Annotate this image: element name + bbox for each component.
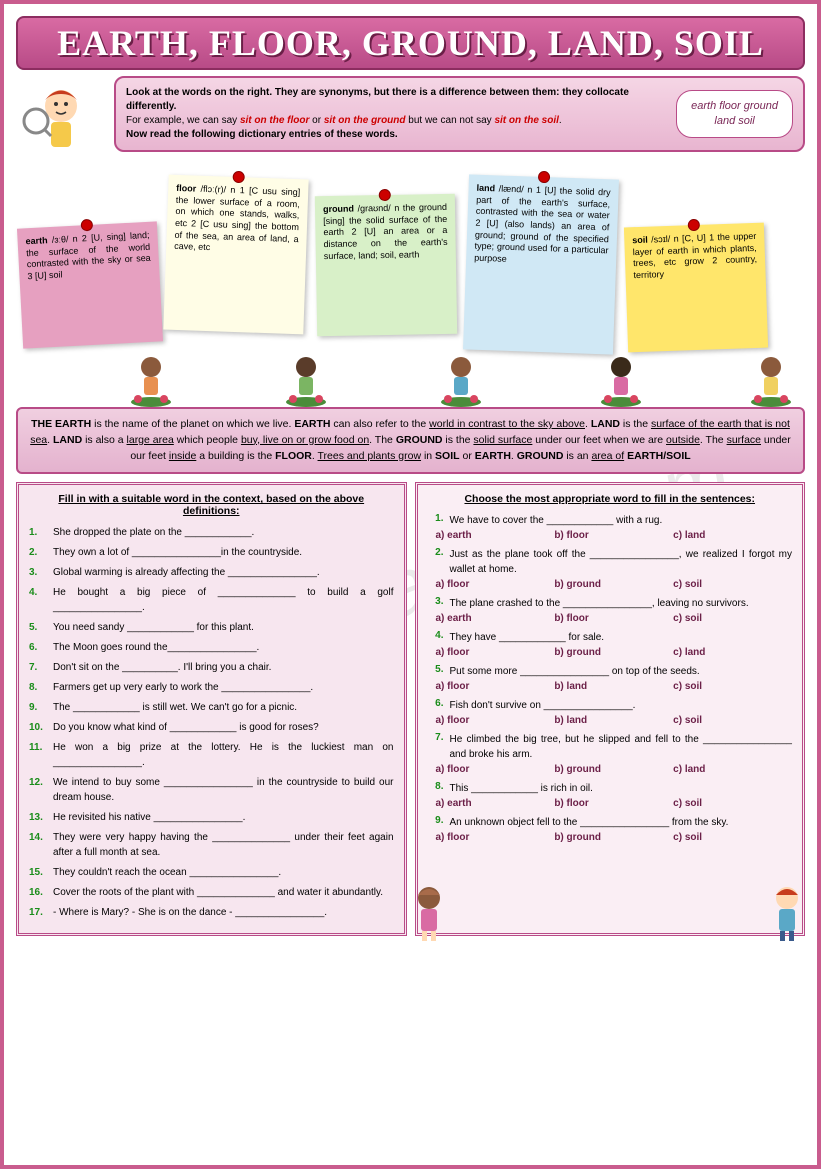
sticky-ground: ground /graʊnd/ n the ground [sing] the … bbox=[315, 194, 457, 336]
ex1-item: 9.The ____________ is still wet. We can'… bbox=[29, 700, 394, 715]
sticky-floor: floor /flɔː(r)/ n 1 [C usu sing] the low… bbox=[163, 175, 308, 335]
ex1-item: 4.He bought a big piece of _____________… bbox=[29, 585, 394, 615]
ex1-item: 10.Do you know what kind of ____________… bbox=[29, 720, 394, 735]
sticky-land: land /lænd/ n 1 [U] the solid dry part o… bbox=[463, 174, 619, 354]
ex1-item: 6.The Moon goes round the_______________… bbox=[29, 640, 394, 655]
intro-l2a: For example, we can say bbox=[126, 115, 240, 126]
kid-icon bbox=[281, 352, 331, 407]
intro-ex2: sit on the ground bbox=[324, 115, 406, 126]
kid-icon bbox=[762, 883, 812, 943]
def-ground: ground /graʊnd/ n the ground [sing] the … bbox=[323, 202, 448, 261]
ex2-item: 5.Put some more ________________ on top … bbox=[428, 664, 793, 692]
word-bubble: earth floor ground land soil bbox=[676, 90, 793, 139]
ex2-item: 2.Just as the plane took off the _______… bbox=[428, 547, 793, 590]
ex2-item: 3.The plane crashed to the _____________… bbox=[428, 596, 793, 624]
intro-ex3: sit on the soil bbox=[494, 115, 558, 126]
ex1-item: 16.Cover the roots of the plant with ___… bbox=[29, 885, 394, 900]
ex1-item: 1.She dropped the plate on the _________… bbox=[29, 525, 394, 540]
intro-box: Look at the words on the right. They are… bbox=[114, 76, 805, 152]
ex1-item: 15.They couldn't reach the ocean _______… bbox=[29, 865, 394, 880]
kid-icon bbox=[126, 352, 176, 407]
ex2-item: 1.We have to cover the ____________ with… bbox=[428, 513, 793, 541]
ex1-item: 3.Global warming is already affecting th… bbox=[29, 565, 394, 580]
def-earth: earth /ɜːθ/ n 2 [U, sing] land; the surf… bbox=[25, 230, 151, 281]
ex2-item: 8.This ____________ is rich in oil.a) ea… bbox=[428, 781, 793, 809]
sticky-notes-area: earth /ɜːθ/ n 2 [U, sing] land; the surf… bbox=[16, 165, 805, 405]
intro-line1: Look at the words on the right. They are… bbox=[126, 87, 629, 112]
ex1-item: 14.They were very happy having the _____… bbox=[29, 830, 394, 860]
ex1-item: 8.Farmers get up very early to work the … bbox=[29, 680, 394, 695]
ex1-item: 11.He won a big prize at the lottery. He… bbox=[29, 740, 394, 770]
intro-l2c: but we can not say bbox=[406, 115, 495, 126]
exercise-1: Fill in with a suitable word in the cont… bbox=[16, 482, 407, 936]
intro-l2b: or bbox=[309, 115, 323, 126]
ex1-item: 17.- Where is Mary? - She is on the danc… bbox=[29, 905, 394, 920]
ex2-item: 9.An unknown object fell to the ________… bbox=[428, 815, 793, 843]
intro-ex1: sit on the floor bbox=[240, 115, 309, 126]
kid-icon bbox=[596, 352, 646, 407]
ex2-item: 4.They have ____________ for sale.a) flo… bbox=[428, 630, 793, 658]
intro-line3: Now read the following dictionary entrie… bbox=[126, 129, 398, 140]
sticky-soil: soil /sɔɪl/ n [C, U] 1 the upper layer o… bbox=[624, 223, 768, 353]
kid-magnifier-icon bbox=[16, 76, 106, 161]
def-floor: floor /flɔː(r)/ n 1 [C usu sing] the low… bbox=[174, 183, 300, 253]
ex2-title: Choose the most appropriate word to fill… bbox=[428, 493, 793, 505]
kid-icon bbox=[746, 352, 796, 407]
explain-box: THE EARTH is the name of the planet on w… bbox=[16, 407, 805, 474]
exercise-2: Choose the most appropriate word to fill… bbox=[415, 482, 806, 936]
sticky-earth: earth /ɜːθ/ n 2 [U, sing] land; the surf… bbox=[17, 221, 163, 348]
title-bar: EARTH, FLOOR, GROUND, LAND, SOIL bbox=[16, 16, 805, 70]
ex1-item: 13.He revisited his native _____________… bbox=[29, 810, 394, 825]
def-land: land /lænd/ n 1 [U] the solid dry part o… bbox=[474, 183, 611, 264]
ex1-item: 7.Don't sit on the __________. I'll brin… bbox=[29, 660, 394, 675]
ex1-item: 12.We intend to buy some _______________… bbox=[29, 775, 394, 805]
kid-icon bbox=[404, 883, 454, 943]
page-title: EARTH, FLOOR, GROUND, LAND, SOIL bbox=[28, 22, 793, 64]
ex1-item: 2.They own a lot of ________________in t… bbox=[29, 545, 394, 560]
ex1-item: 5.You need sandy ____________ for this p… bbox=[29, 620, 394, 635]
def-soil: soil /sɔɪl/ n [C, U] 1 the upper layer o… bbox=[632, 231, 757, 280]
ex1-title: Fill in with a suitable word in the cont… bbox=[29, 493, 394, 517]
ex2-item: 7.He climbed the big tree, but he slippe… bbox=[428, 732, 793, 775]
kid-icon bbox=[436, 352, 486, 407]
ex2-item: 6.Fish don't survive on ________________… bbox=[428, 698, 793, 726]
